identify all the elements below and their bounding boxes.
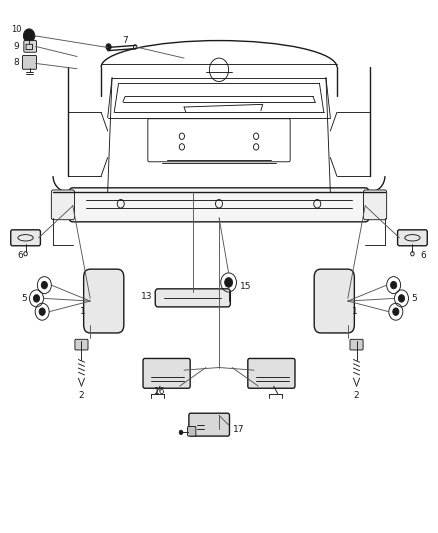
- Circle shape: [399, 295, 405, 302]
- FancyBboxPatch shape: [51, 190, 74, 220]
- Circle shape: [23, 29, 35, 43]
- Text: 1: 1: [352, 307, 358, 316]
- FancyBboxPatch shape: [398, 230, 427, 246]
- Text: 8: 8: [13, 58, 19, 67]
- Text: 15: 15: [240, 282, 251, 291]
- Text: 5: 5: [21, 294, 27, 303]
- Text: 6: 6: [421, 251, 427, 260]
- Text: 16: 16: [153, 387, 165, 396]
- Circle shape: [225, 278, 233, 287]
- FancyBboxPatch shape: [24, 41, 36, 52]
- Circle shape: [106, 44, 111, 50]
- FancyBboxPatch shape: [187, 426, 196, 436]
- Text: 17: 17: [233, 425, 244, 434]
- FancyBboxPatch shape: [189, 413, 230, 436]
- Text: 6: 6: [17, 251, 23, 260]
- FancyBboxPatch shape: [155, 289, 230, 307]
- FancyBboxPatch shape: [248, 359, 295, 388]
- FancyBboxPatch shape: [364, 190, 387, 220]
- FancyBboxPatch shape: [350, 340, 363, 350]
- FancyBboxPatch shape: [84, 269, 124, 333]
- FancyBboxPatch shape: [143, 359, 190, 388]
- FancyBboxPatch shape: [11, 230, 40, 246]
- Circle shape: [179, 430, 183, 434]
- FancyBboxPatch shape: [314, 269, 354, 333]
- Text: 5: 5: [411, 294, 417, 303]
- Text: 9: 9: [13, 42, 19, 51]
- Circle shape: [41, 281, 47, 289]
- Text: 13: 13: [141, 292, 152, 301]
- Circle shape: [33, 295, 39, 302]
- FancyBboxPatch shape: [69, 188, 369, 222]
- FancyBboxPatch shape: [75, 340, 88, 350]
- Circle shape: [391, 281, 397, 289]
- FancyBboxPatch shape: [22, 55, 36, 69]
- Text: 1: 1: [80, 307, 86, 316]
- Text: 10: 10: [11, 26, 21, 35]
- Circle shape: [39, 308, 45, 316]
- Text: 7: 7: [122, 36, 128, 45]
- Text: 2: 2: [79, 391, 84, 400]
- Text: 2: 2: [354, 391, 359, 400]
- Circle shape: [393, 308, 399, 316]
